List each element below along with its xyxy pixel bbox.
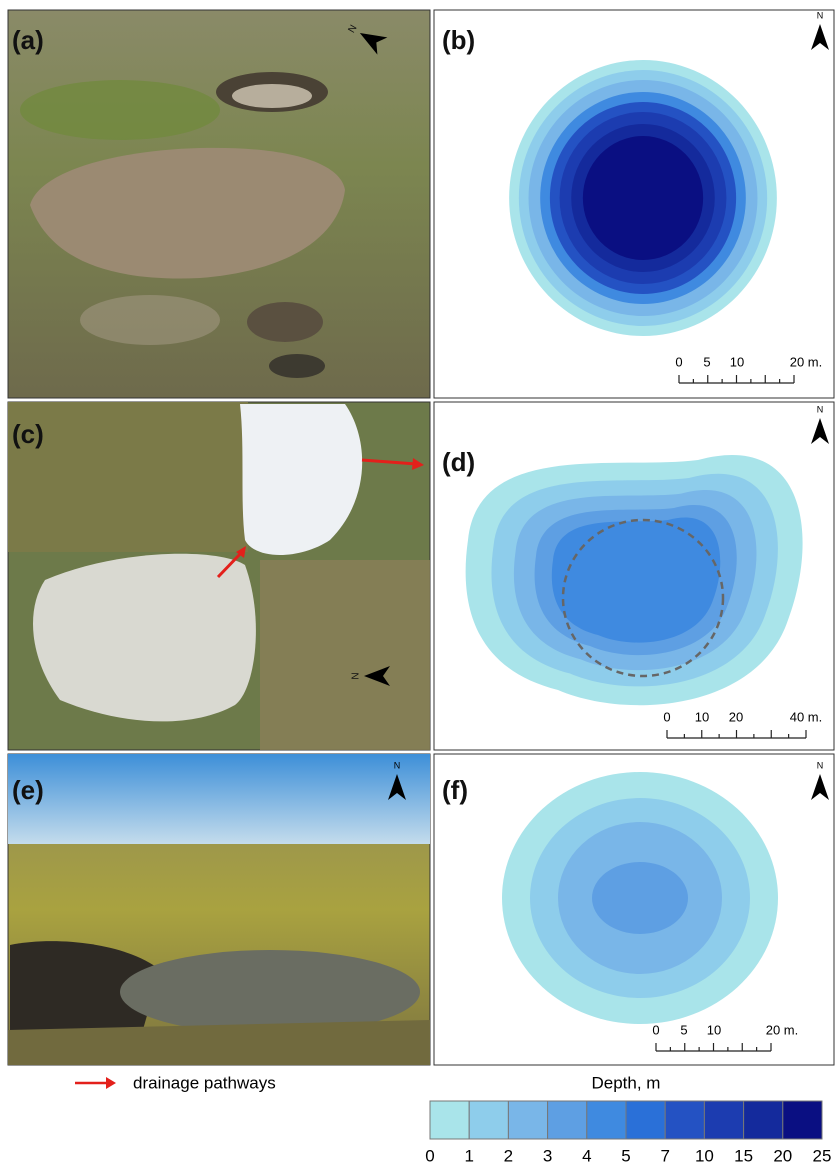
panel-label: (b)	[442, 25, 475, 55]
depth-class	[704, 1101, 743, 1139]
depth-class	[548, 1101, 587, 1139]
depth-class	[665, 1101, 704, 1139]
depth-tick: 1	[464, 1146, 473, 1165]
scale-label: 20 m.	[766, 1022, 799, 1037]
depth-tick: 3	[543, 1146, 552, 1165]
north-label: N	[394, 760, 401, 770]
north-label: N	[817, 404, 824, 414]
depth-tick: 5	[621, 1146, 630, 1165]
scale-label: 40 m.	[790, 709, 823, 724]
legend-drainage: drainage pathways	[133, 1073, 276, 1092]
depth-tick: 4	[582, 1146, 591, 1165]
depth-tick: 20	[773, 1146, 792, 1165]
scale-label: 0	[652, 1022, 659, 1037]
depth-zone	[592, 862, 688, 934]
scale-label: 10	[695, 709, 709, 724]
depth-tick: 2	[504, 1146, 513, 1165]
depth-tick: 7	[660, 1146, 669, 1165]
photo-e	[8, 754, 430, 1065]
legend-arrow-head	[106, 1077, 116, 1089]
figure: drainage pathways Depth, m (a) (b) (c) (d) (…	[0, 0, 836, 1165]
panel-label: (d)	[442, 447, 475, 477]
depth-class	[430, 1101, 469, 1139]
depth-class	[508, 1101, 547, 1139]
scale-label: 20	[729, 709, 743, 724]
depth-tick: 10	[695, 1146, 714, 1165]
photo-a	[8, 10, 430, 398]
depth-class	[587, 1101, 626, 1139]
panel-label: (c)	[12, 419, 44, 449]
depth-zone	[552, 517, 720, 642]
scale-label: 10	[730, 354, 744, 369]
depth-tick: 25	[813, 1146, 832, 1165]
depth-tick: 0	[425, 1146, 434, 1165]
depth-class	[783, 1101, 822, 1139]
depth-class	[626, 1101, 665, 1139]
north-label: N	[817, 10, 824, 20]
scale-label: 0	[675, 354, 682, 369]
panel-label: (f)	[442, 775, 468, 805]
depth-class	[469, 1101, 508, 1139]
scale-label: 20 m.	[790, 354, 823, 369]
scale-label: 5	[680, 1022, 687, 1037]
panel-label: (a)	[12, 25, 44, 55]
depth-title: Depth, m	[592, 1073, 661, 1092]
north-label: N	[817, 760, 824, 770]
photo-c	[8, 402, 430, 750]
depth-zone	[583, 136, 703, 260]
panel-label: (e)	[12, 775, 44, 805]
depth-class	[744, 1101, 783, 1139]
scale-label: 0	[663, 709, 670, 724]
scale-label: 5	[703, 354, 710, 369]
scale-label: 10	[707, 1022, 721, 1037]
north-label: N	[351, 672, 362, 679]
depth-tick: 15	[734, 1146, 753, 1165]
